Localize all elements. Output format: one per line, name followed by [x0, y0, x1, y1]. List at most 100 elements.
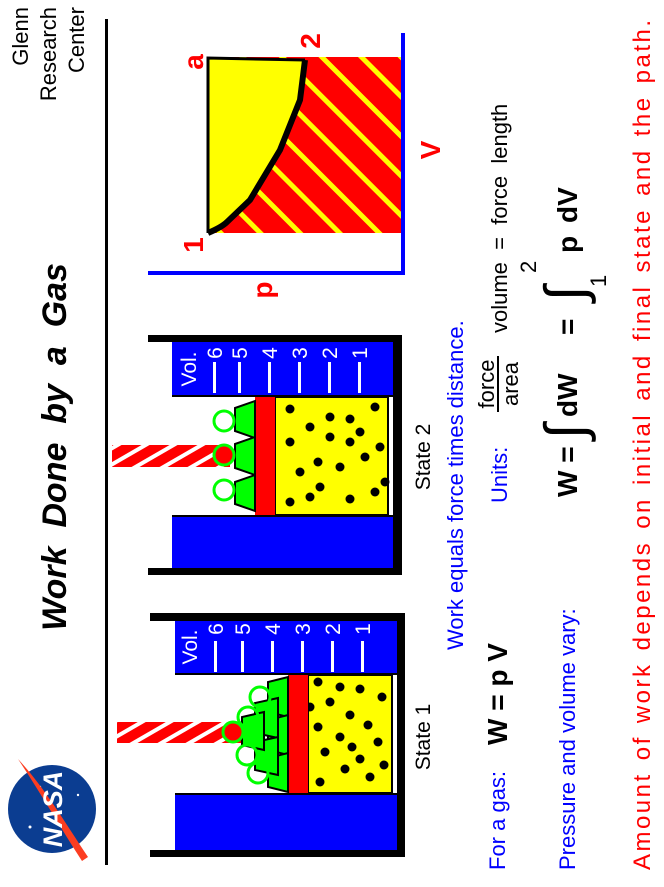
- gas-molecule: [305, 492, 315, 502]
- volume-mark-label: 3: [292, 623, 315, 635]
- piston: [255, 397, 275, 515]
- volume-scale: [175, 621, 397, 675]
- state-2-label: State 2: [412, 424, 435, 491]
- piston-rod: [112, 445, 230, 467]
- volume-mark-label: 5: [232, 623, 255, 635]
- gas-molecule: [313, 722, 323, 732]
- volume-mark-label: 2: [322, 623, 345, 635]
- volume-tick: [358, 362, 361, 393]
- gas-molecule: [315, 482, 325, 492]
- gas-molecule: [295, 467, 305, 477]
- volume-heading: Vol.: [179, 629, 202, 664]
- gas-molecule: [313, 457, 323, 467]
- volume-tick: [213, 362, 216, 393]
- gas-molecule: [285, 404, 295, 414]
- volume-mark-label: 4: [262, 623, 285, 635]
- state-1-label: State 1: [412, 704, 435, 771]
- center-name-line-3: Center: [64, 7, 89, 73]
- v-axis-label: V: [415, 140, 446, 159]
- gas-molecule: [335, 462, 345, 472]
- w-equals-pv: W = p V: [482, 643, 513, 745]
- units-equation: volume = force length: [487, 104, 512, 333]
- fraction-numerator: force: [474, 360, 499, 409]
- removed-weights: [221, 685, 272, 785]
- volume-mark-label: 1: [349, 347, 372, 359]
- gas-molecule: [340, 764, 350, 774]
- center-name-line-2: Research: [36, 7, 61, 101]
- header-divider: [105, 19, 108, 865]
- nasa-logo-text: NASA: [38, 771, 68, 848]
- volume-mark-label: 5: [229, 347, 252, 359]
- fraction-denominator: area: [498, 361, 523, 406]
- fraction-bar: [497, 356, 499, 412]
- volume-heading: Vol.: [178, 351, 201, 386]
- v-axis: [401, 33, 405, 275]
- cylinder-state-1: Vol.6 5 4 3 2 1 State 1: [117, 613, 435, 857]
- cylinder-wall-fill: [172, 515, 393, 568]
- volume-tick: [301, 641, 304, 672]
- formula-dv: dV: [552, 187, 583, 223]
- formula-p: p: [552, 236, 583, 253]
- work-integral-formula: W = ∫ dW = ∫ 2 1 p dV: [516, 187, 611, 497]
- volume-tick: [328, 362, 331, 393]
- gas-molecule: [377, 692, 387, 702]
- removed-weights: [212, 409, 236, 502]
- volume-tick: [268, 362, 271, 393]
- cylinder-wall-fill: [175, 793, 397, 850]
- volume-scale: [172, 342, 393, 397]
- path-1-a-2: [206, 56, 306, 233]
- gas-molecule: [355, 427, 365, 437]
- gas-molecule: [315, 777, 325, 787]
- gas-molecule: [370, 487, 380, 497]
- gas-region: [307, 674, 393, 794]
- gas-molecule: [355, 684, 365, 694]
- gas-molecule: [335, 732, 345, 742]
- volume-mark-label: 2: [319, 347, 342, 359]
- volume-tick: [214, 641, 217, 672]
- gas-molecule: [305, 422, 315, 432]
- gas-molecule: [285, 437, 295, 447]
- path-1-2-curve: [206, 59, 308, 236]
- gas-molecule: [347, 742, 357, 752]
- formula-equals: =: [552, 319, 583, 335]
- volume-tick: [241, 641, 244, 672]
- gas-molecule: [363, 720, 373, 730]
- piston-rod: [117, 722, 242, 743]
- point-2-label: 2: [295, 33, 326, 49]
- gas-molecule: [325, 697, 335, 707]
- pressure-volume-label: Pressure and volume vary:: [555, 608, 580, 870]
- enclosed-area: [208, 58, 305, 233]
- gas-molecule: [345, 414, 355, 424]
- pv-diagram: p V 1 a 2: [148, 33, 446, 299]
- volume-mark-label: 6: [204, 347, 227, 359]
- point-1-label: 1: [178, 237, 209, 253]
- gas-molecule: [360, 452, 370, 462]
- gas-molecule: [373, 737, 383, 747]
- volume-tick: [331, 641, 334, 672]
- formula-dw: dW: [552, 373, 583, 417]
- integral-lower-limit: 1: [586, 275, 611, 287]
- formula-w: W =: [552, 446, 583, 497]
- gas-molecule: [325, 412, 335, 422]
- gas-molecule: [313, 677, 323, 687]
- volume-tick: [271, 641, 274, 672]
- gas-molecule: [345, 437, 355, 447]
- page-title: Work Done by a Gas: [36, 263, 74, 631]
- conclusion-statement: Amount of work depends on initial and fi…: [629, 20, 656, 870]
- gas-molecules: [285, 402, 390, 507]
- volume-mark-label: 4: [259, 347, 282, 359]
- p-axis-label: p: [247, 281, 278, 298]
- gas-molecules: [305, 677, 389, 787]
- gas-molecule: [370, 402, 380, 412]
- piston: [288, 675, 308, 793]
- volume-tick: [361, 641, 364, 672]
- gas-molecule: [365, 772, 375, 782]
- gas-molecule: [379, 760, 389, 770]
- integral-upper-limit: 2: [516, 261, 541, 273]
- gas-molecule: [345, 710, 355, 720]
- gas-molecule: [325, 432, 335, 442]
- volume-mark-label: 3: [289, 347, 312, 359]
- gas-molecule: [380, 477, 390, 487]
- units-label: Units:: [487, 447, 512, 503]
- point-a-label: a: [178, 54, 209, 70]
